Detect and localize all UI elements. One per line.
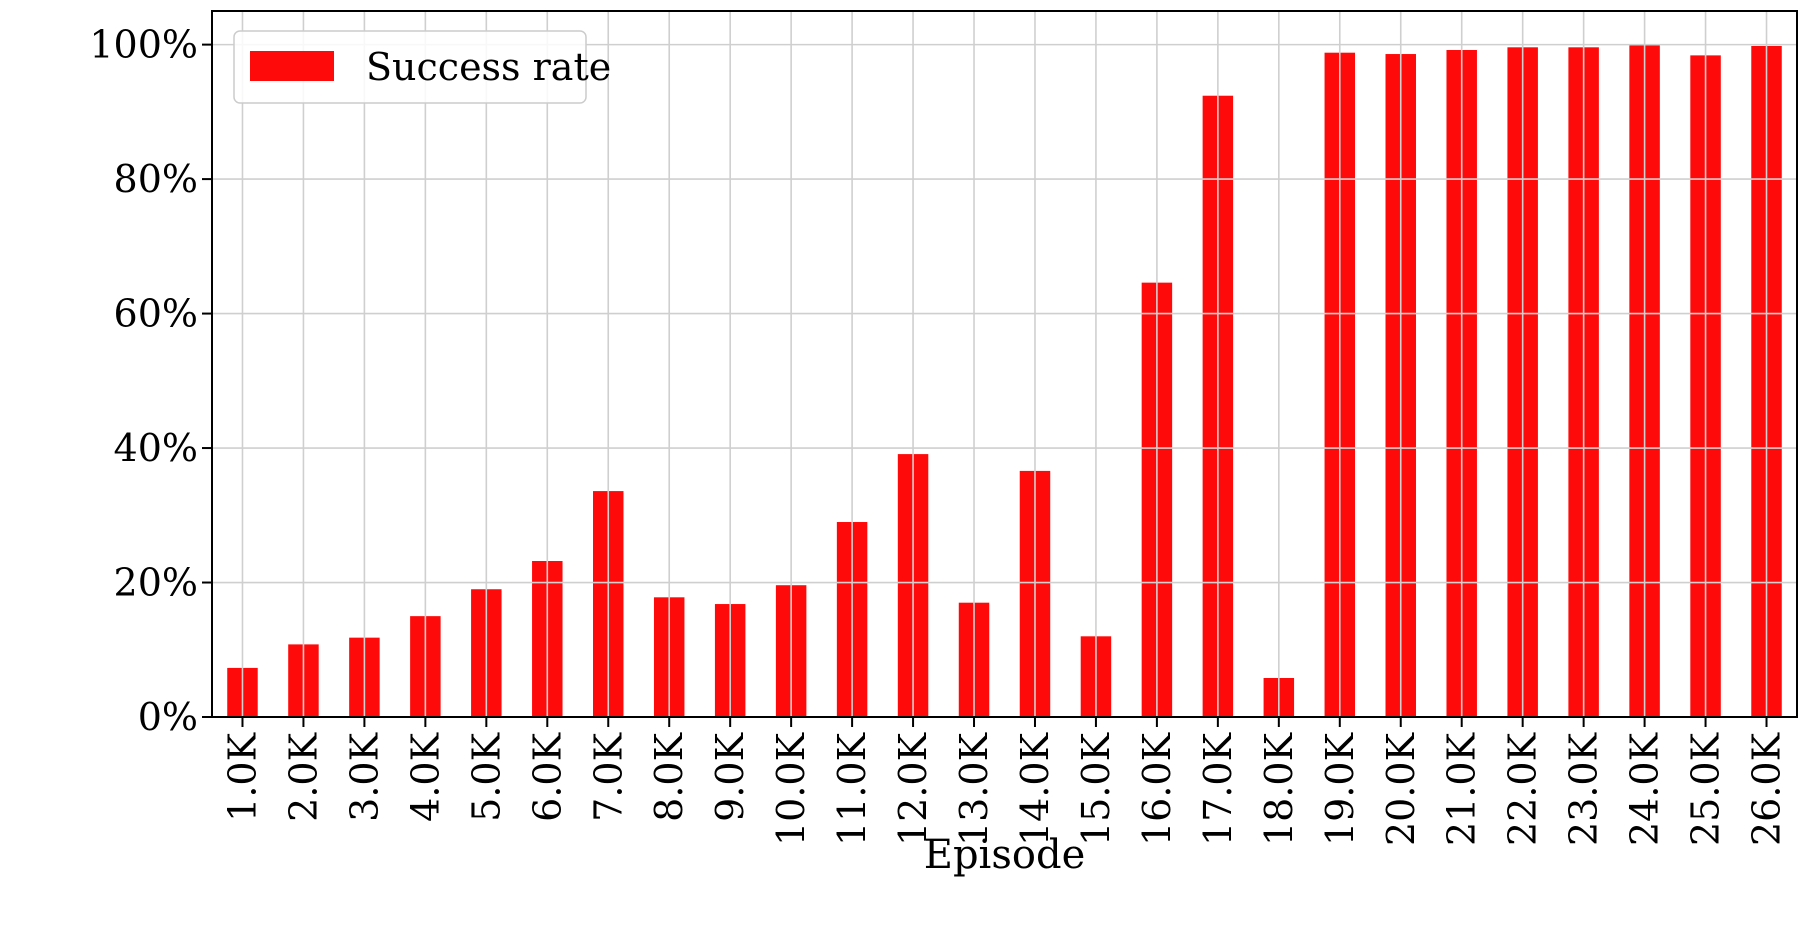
y-tick-label: 20% xyxy=(114,561,198,605)
x-tick-label: 10.0K xyxy=(769,732,813,846)
bars xyxy=(227,45,1782,718)
x-tick-label: 23.0K xyxy=(1562,732,1606,846)
x-tick-label: 18.0K xyxy=(1257,732,1301,846)
y-tick-label: 40% xyxy=(114,426,198,470)
x-tick-label: 19.0K xyxy=(1318,732,1362,846)
x-axis-label: Episode xyxy=(924,832,1085,878)
x-tick-label: 5.0K xyxy=(464,732,508,821)
x-tick-label: 6.0K xyxy=(525,732,569,821)
x-tick-label: 20.0K xyxy=(1379,732,1423,846)
legend-box xyxy=(233,30,587,104)
x-tick-label: 7.0K xyxy=(586,732,630,821)
x-tick-label: 14.0K xyxy=(1013,732,1057,846)
legend-label: Success rate xyxy=(366,45,611,89)
x-tick-label: 8.0K xyxy=(647,732,691,821)
x-tick-label: 4.0K xyxy=(403,732,447,821)
plot-frame xyxy=(211,10,1798,718)
x-axis-ticks: 1.0K 2.0K 3.0K 4.0K 5.0K 6.0K 7.0K 8.0K 9.0K 10.0… xyxy=(220,717,1789,846)
x-tick-label: 17.0K xyxy=(1196,732,1240,846)
x-tick-label: 2.0K xyxy=(281,732,325,821)
x-tick-label: 24.0K xyxy=(1623,732,1667,846)
x-tick-label: 9.0K xyxy=(708,732,752,821)
x-tick-label: 26.0K xyxy=(1745,732,1789,846)
grid-lines xyxy=(212,11,1797,718)
x-tick-label: 1.0K xyxy=(220,732,264,821)
legend-swatch xyxy=(250,51,334,81)
x-tick-label: 22.0K xyxy=(1501,732,1545,846)
y-tick-label: 0% xyxy=(138,695,198,739)
x-tick-label: 15.0K xyxy=(1074,732,1118,846)
x-tick-label: 16.0K xyxy=(1135,732,1179,846)
y-tick-label: 60% xyxy=(114,292,198,336)
x-tick-label: 25.0K xyxy=(1684,732,1728,846)
x-tick-label: 11.0K xyxy=(830,732,874,846)
x-tick-label: 12.0K xyxy=(891,732,935,846)
x-tick-label: 21.0K xyxy=(1440,732,1484,846)
y-tick-label: 100% xyxy=(89,23,198,67)
y-axis-ticks: 0% 20% 40% 60% 80% 100% xyxy=(89,23,212,739)
y-tick-label: 80% xyxy=(114,157,198,201)
legend: Success rate xyxy=(233,30,611,104)
x-tick-label: 13.0K xyxy=(952,732,996,846)
x-tick-label: 3.0K xyxy=(342,732,386,821)
